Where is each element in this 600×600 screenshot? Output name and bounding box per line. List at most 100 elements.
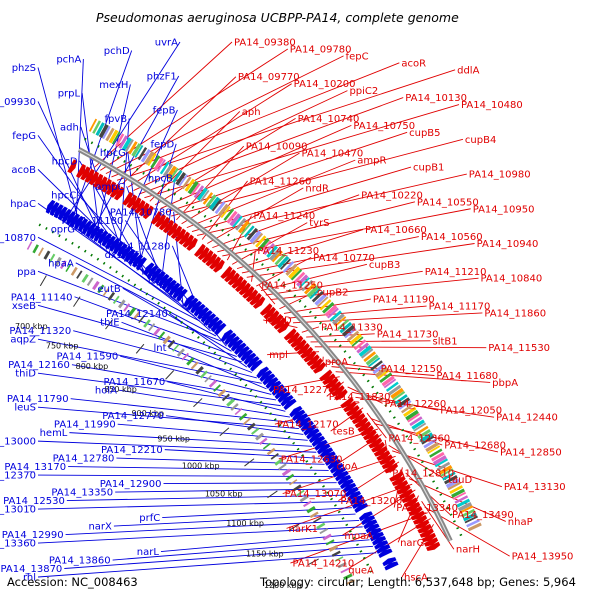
forward-gene-arrow <box>273 317 287 330</box>
forward-gene-connector <box>94 41 233 168</box>
forward-gene-label: PA14_09380 <box>234 38 296 49</box>
reverse-gene-arrow <box>190 300 203 314</box>
category-segment <box>249 230 262 244</box>
reverse-gene-arrow <box>150 268 163 282</box>
forward-gene-label: queA <box>348 566 374 577</box>
category-segment <box>311 290 324 303</box>
forward-gene-arrow <box>328 381 342 393</box>
category-segment <box>339 321 353 334</box>
reverse-gene-arrow <box>214 322 227 336</box>
reverse-gene-arrow <box>210 319 224 333</box>
reverse-gene-label: thiD <box>15 369 36 380</box>
reverse-gene-label: PA14_12370 <box>0 471 36 482</box>
category-segment <box>229 213 242 227</box>
category-segment <box>232 215 243 228</box>
category-segment <box>461 508 476 518</box>
reverse-gene-arrow <box>317 443 331 455</box>
category-segment <box>349 333 363 346</box>
reverse-gene-label: narX <box>88 522 112 533</box>
category-segment <box>396 397 411 408</box>
forward-gene-arrow <box>263 306 276 320</box>
category-segment <box>383 378 397 389</box>
category-segment <box>462 512 478 522</box>
reverse-gene-label: PA14_11670 <box>104 377 166 388</box>
reverse-gene-arrow <box>128 251 140 265</box>
forward-gene-label: PA14_11240 <box>253 211 315 222</box>
forward-gene-label: pbpA <box>492 378 518 389</box>
scale-tick-mark <box>244 458 255 467</box>
forward-gene-label: PA14_10090 <box>246 142 308 153</box>
category-segment <box>166 165 177 180</box>
forward-gene-arrow <box>389 471 404 482</box>
reverse-gene-label: PA14_11790 <box>7 394 69 405</box>
forward-gene-arrow <box>410 510 425 521</box>
forward-gene-connector <box>288 305 427 319</box>
category-segment <box>466 519 480 528</box>
reverse-gene-arrow <box>347 490 362 502</box>
reverse-gene-connector <box>69 432 313 447</box>
reverse-gene-connector <box>37 552 377 578</box>
reverse-gene-connector <box>75 262 217 337</box>
category-segment <box>345 579 355 586</box>
reverse-gene-connector <box>118 389 291 418</box>
category-segment <box>193 185 205 199</box>
category-segment <box>296 274 309 287</box>
reverse-gene-arrow <box>268 380 282 393</box>
reverse-gene-connector <box>169 313 248 368</box>
category-segment <box>213 384 221 392</box>
category-segment <box>328 544 339 552</box>
dotted-guide-ring <box>84 137 463 537</box>
reverse-gene-arrow <box>101 233 113 247</box>
category-segment <box>124 139 134 153</box>
forward-gene-connector <box>314 346 487 349</box>
reverse-gene-label: PA14_10870 <box>0 233 36 244</box>
category-segment <box>292 484 302 492</box>
category-segment <box>259 437 268 446</box>
reverse-gene-arrow <box>342 482 357 494</box>
reverse-gene-arrow <box>77 218 89 233</box>
category-segment <box>419 432 434 443</box>
forward-gene-arrow <box>88 171 99 186</box>
forward-gene-label: PA14_11830 <box>329 392 391 403</box>
category-segment <box>140 149 151 163</box>
category-segment <box>434 458 449 468</box>
reverse-gene-arrow <box>369 531 385 542</box>
category-segment <box>220 206 231 219</box>
reverse-gene-label: ppa <box>17 267 36 278</box>
scale-tick-label: 1000 kbp <box>182 461 220 470</box>
category-segment <box>238 412 248 421</box>
category-segment <box>442 471 456 481</box>
category-segment <box>263 242 275 255</box>
category-segment <box>329 310 342 322</box>
forward-gene-label: PA14_10560 <box>421 232 483 243</box>
reverse-gene-arrow <box>143 262 155 276</box>
category-segment <box>162 335 171 345</box>
scale-tick-label: 700 kbp <box>15 322 48 331</box>
scale-tick-mark <box>267 490 278 499</box>
category-segment <box>334 556 344 562</box>
forward-gene-arrow <box>97 176 108 191</box>
forward-gene-label: cupB1 <box>413 163 444 174</box>
reverse-gene-connector <box>62 41 181 224</box>
category-segment <box>137 147 148 161</box>
category-segment <box>358 345 372 357</box>
reverse-gene-label: lnt <box>154 343 167 354</box>
forward-gene-connector <box>241 236 419 274</box>
scale-tick-mark <box>135 343 145 354</box>
forward-gene-arrow <box>201 250 214 264</box>
reverse-gene-arrow <box>193 303 206 317</box>
forward-gene-arrow <box>340 396 354 409</box>
category-segment <box>214 201 226 215</box>
category-segment <box>97 284 105 294</box>
category-segment <box>281 468 291 477</box>
category-segment <box>175 172 187 186</box>
category-segment <box>217 388 227 398</box>
forward-gene-arrow <box>354 417 369 429</box>
reverse-gene-arrow <box>234 342 247 355</box>
category-segment <box>32 244 39 254</box>
reverse-gene-arrow <box>250 359 263 372</box>
category-segment <box>274 458 284 466</box>
reverse-gene-connector <box>37 304 242 363</box>
forward-gene-arrow <box>408 506 423 516</box>
category-segment <box>86 277 94 286</box>
